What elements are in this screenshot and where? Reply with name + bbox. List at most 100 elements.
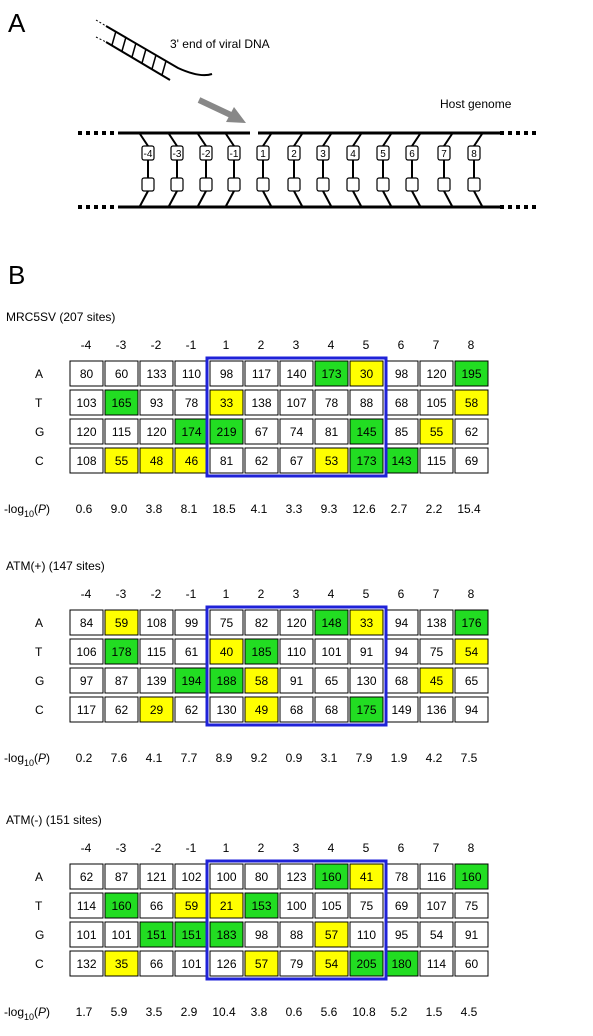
column-label: -1 [186, 338, 197, 352]
pvalue: 4.2 [426, 751, 443, 765]
column-label: 1 [223, 338, 230, 352]
cell-value: 110 [182, 367, 201, 381]
column-label: 2 [258, 338, 265, 352]
table-title: ATM(-) (151 sites) [6, 813, 102, 827]
table-cell [349, 892, 384, 919]
cell-value: 91 [360, 645, 374, 659]
cell-value: 67 [290, 454, 304, 468]
cell-value: 60 [465, 957, 479, 971]
table-cell [349, 447, 384, 474]
cell-value: 88 [290, 928, 304, 942]
base-pair-1: 1 [256, 133, 272, 207]
cell-value: 75 [360, 899, 374, 913]
table-cell [244, 863, 279, 890]
table-cell [384, 447, 419, 474]
position-label: -2 [202, 149, 211, 160]
table-cell [104, 638, 139, 665]
pvalue-row-label: -log10(P) [4, 502, 50, 519]
pvalue: 12.6 [352, 502, 376, 516]
cell-value: 94 [395, 616, 409, 630]
table-cell [174, 863, 209, 890]
cell-value: 102 [181, 870, 201, 884]
cell-value: 116 [427, 870, 446, 884]
table-cell [349, 863, 384, 890]
table-cell [279, 921, 314, 948]
table-cell [349, 950, 384, 977]
table-cell [139, 921, 174, 948]
cell-value: 115 [112, 425, 131, 439]
pvalue: 7.6 [111, 751, 128, 765]
cell-value: 53 [325, 454, 339, 468]
cell-value: 98 [255, 928, 269, 942]
table-cell [174, 418, 209, 445]
table-cell [69, 360, 104, 387]
table-cell [139, 389, 174, 416]
cell-value: 69 [395, 899, 409, 913]
table-cell [314, 447, 349, 474]
cell-value: 120 [146, 425, 166, 439]
cell-value: 108 [76, 454, 96, 468]
row-label: C [35, 703, 44, 717]
table-cell [209, 950, 244, 977]
table-cell [69, 696, 104, 723]
column-label: 3 [293, 841, 300, 855]
table-cell [244, 389, 279, 416]
cell-value: 61 [185, 645, 199, 659]
column-label: 6 [398, 841, 405, 855]
table-cell [174, 696, 209, 723]
column-label: 2 [258, 587, 265, 601]
cell-value: 101 [76, 928, 96, 942]
pvalue-row-label: -log10(P) [4, 1005, 50, 1022]
cell-value: 94 [465, 703, 479, 717]
position-label: 5 [380, 149, 386, 160]
cell-value: 178 [111, 645, 131, 659]
cell-value: 110 [357, 928, 376, 942]
table-cell [244, 892, 279, 919]
column-label: 2 [258, 841, 265, 855]
table-cell [279, 667, 314, 694]
cell-value: 68 [325, 703, 339, 717]
table-cell [279, 696, 314, 723]
base-pair-4: 4 [346, 133, 362, 207]
table-cell [69, 389, 104, 416]
table-cell [314, 921, 349, 948]
cell-value: 49 [255, 703, 269, 717]
cell-value: 114 [427, 957, 446, 971]
pvalue: 5.6 [321, 1005, 338, 1019]
table-cell [419, 389, 454, 416]
table-cell [349, 921, 384, 948]
table-cell [314, 892, 349, 919]
pvalue: 18.5 [212, 502, 236, 516]
cell-value: 75 [465, 899, 479, 913]
table-1: ATM(+) (147 sites)-4 -3 -2 -1 1 2 3 4 5 6 7 8A 84 59 1… [4, 559, 489, 768]
table-cell [244, 447, 279, 474]
table-cell [419, 892, 454, 919]
table-cell [314, 418, 349, 445]
pvalue: 8.9 [216, 751, 233, 765]
cell-value: 81 [325, 425, 339, 439]
base-pair-3: 3 [316, 133, 332, 207]
table-cell [209, 863, 244, 890]
table-cell [139, 638, 174, 665]
cell-value: 46 [185, 454, 199, 468]
pvalue: 5.9 [111, 1005, 128, 1019]
cell-value: 103 [76, 396, 96, 410]
table-cell [349, 609, 384, 636]
table-cell [454, 863, 489, 890]
pvalue: 3.5 [146, 1005, 163, 1019]
pvalue: 2.2 [426, 502, 443, 516]
pvalue: 4.1 [251, 502, 268, 516]
cell-value: 98 [220, 367, 234, 381]
cell-value: 106 [76, 645, 96, 659]
table-cell [104, 389, 139, 416]
cell-value: 120 [286, 616, 306, 630]
table-cell [104, 863, 139, 890]
cell-value: 68 [395, 674, 409, 688]
pvalue: 2.7 [391, 502, 408, 516]
pvalue: 7.7 [181, 751, 198, 765]
table-cell [104, 892, 139, 919]
cell-value: 45 [430, 674, 444, 688]
table-cell [139, 696, 174, 723]
pvalue: 1.9 [391, 751, 408, 765]
cell-value: 40 [220, 645, 234, 659]
